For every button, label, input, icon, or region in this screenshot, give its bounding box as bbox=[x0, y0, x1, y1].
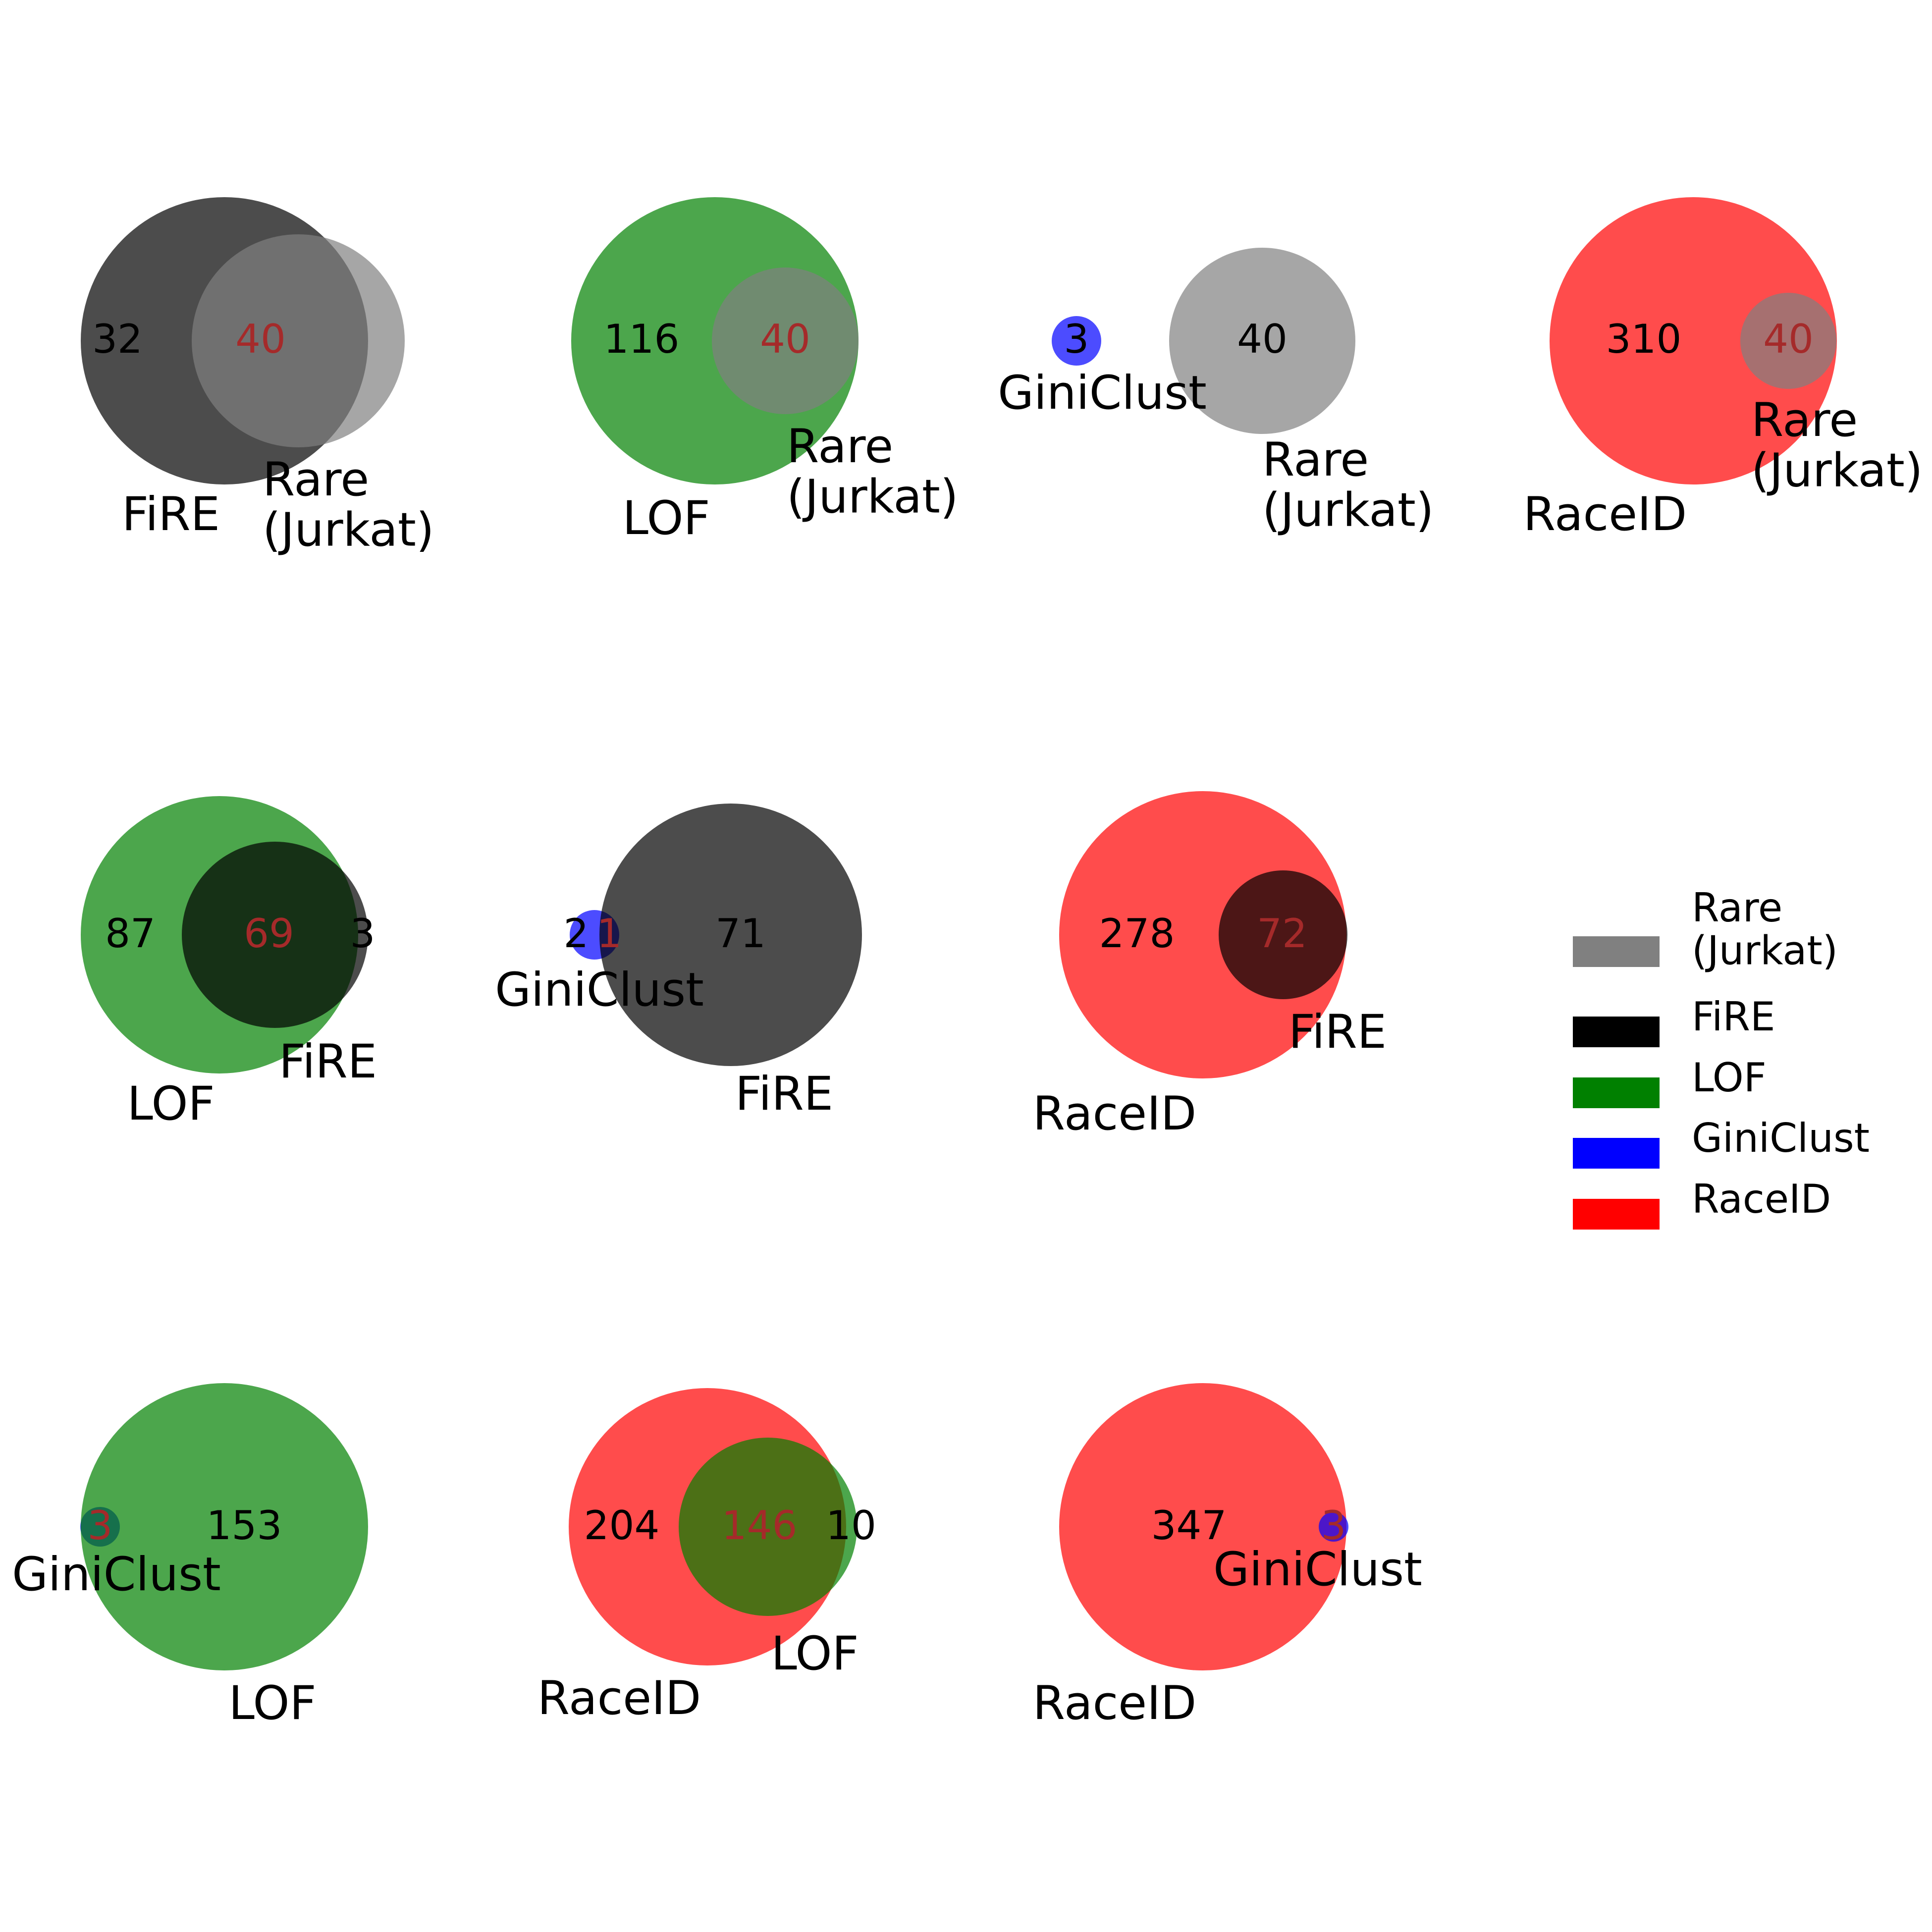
venn-raceid-vs-rare-only-a-count: 310 bbox=[1606, 316, 1682, 362]
venn-fire-vs-rare-label-a: FiRE bbox=[122, 487, 220, 541]
venn-raceid-vs-rare-label-b: Rare (Jurkat) bbox=[1751, 393, 1923, 498]
venn-giniclust-vs-rare-label-a: GiniClust bbox=[998, 366, 1207, 420]
venn-lof-vs-fire-label-b: FiRE bbox=[279, 1035, 377, 1089]
venn-lof-vs-rare-overlap-count: 40 bbox=[760, 316, 810, 362]
venn-lof-vs-fire-label-a: LOF bbox=[127, 1077, 215, 1131]
venn-giniclust-vs-fire-circle-b bbox=[599, 804, 862, 1066]
venn-raceid-vs-giniclust-label-a: RaceID bbox=[1033, 1676, 1196, 1730]
venn-giniclust-vs-fire-label-a: GiniClust bbox=[495, 963, 704, 1017]
venn-giniclust-vs-rare-only-a-count: 3 bbox=[1064, 316, 1089, 362]
legend-swatch-fire bbox=[1573, 1017, 1660, 1047]
venn-raceid-vs-giniclust-circle-b bbox=[1319, 1512, 1348, 1542]
venn-raceid-vs-giniclust-circle-a bbox=[1059, 1383, 1346, 1670]
venn-raceid-vs-lof-only-a-count: 204 bbox=[584, 1503, 660, 1549]
venn-raceid-vs-giniclust-overlap-count: 3 bbox=[1321, 1503, 1346, 1549]
venn-giniclust-vs-rare-label-b: Rare (Jurkat) bbox=[1262, 433, 1434, 537]
venn-giniclust-vs-rare-circle-a bbox=[1052, 316, 1101, 366]
venn-raceid-vs-fire-circle-a bbox=[1059, 791, 1346, 1078]
venn-lof-vs-fire-circle-b bbox=[182, 842, 368, 1028]
venn-raceid-vs-lof-circle-b bbox=[679, 1438, 857, 1616]
legend-swatch-giniclust bbox=[1573, 1138, 1660, 1169]
venn-giniclust-vs-fire-only-b-count: 71 bbox=[715, 911, 766, 957]
venn-raceid-vs-lof-overlap-count: 146 bbox=[722, 1503, 798, 1549]
venn-giniclust-vs-lof-label-b: LOF bbox=[228, 1676, 316, 1730]
venn-raceid-vs-lof-only-b-count: 10 bbox=[826, 1503, 876, 1549]
venn-giniclust-vs-lof-circle-b bbox=[81, 1383, 368, 1670]
venn-lof-vs-rare-circle-b bbox=[712, 268, 859, 414]
venn-raceid-vs-rare-label-a: RaceID bbox=[1523, 487, 1687, 541]
venn-lof-vs-rare-label-a: LOF bbox=[622, 491, 710, 545]
venn-fire-vs-rare-label-b: Rare (Jurkat) bbox=[263, 453, 434, 557]
venn-fire-vs-rare-circle-b bbox=[192, 234, 405, 447]
venn-lof-vs-fire-only-a-count: 87 bbox=[105, 911, 156, 957]
venn-giniclust-vs-rare-only-b-count: 40 bbox=[1237, 316, 1288, 362]
venn-raceid-vs-rare-circle-a bbox=[1550, 197, 1837, 484]
legend-label-lof: LOF bbox=[1692, 1055, 1767, 1101]
venn-giniclust-vs-lof-overlap-count: 3 bbox=[88, 1503, 113, 1549]
venn-raceid-vs-fire-label-b: FiRE bbox=[1288, 1005, 1387, 1059]
venn-fire-vs-rare-only-a-count: 32 bbox=[92, 316, 143, 362]
venn-raceid-vs-giniclust-label-b: GiniClust bbox=[1213, 1543, 1422, 1597]
venn-giniclust-vs-fire-overlap-count: 1 bbox=[597, 911, 622, 957]
venn-raceid-vs-rare-overlap-count: 40 bbox=[1763, 316, 1814, 362]
venn-raceid-vs-fire-circle-b bbox=[1219, 870, 1347, 999]
venn-giniclust-vs-lof-label-a: GiniClust bbox=[12, 1548, 221, 1602]
venn-giniclust-vs-fire-label-b: FiRE bbox=[735, 1067, 833, 1121]
venn-lof-vs-rare-only-a-count: 116 bbox=[604, 316, 680, 362]
venn-raceid-vs-fire-only-a-count: 278 bbox=[1099, 911, 1175, 957]
venn-lof-vs-rare-label-b: Rare (Jurkat) bbox=[787, 420, 959, 524]
legend-label-giniclust: GiniClust bbox=[1692, 1115, 1870, 1161]
venn-raceid-vs-lof-label-a: RaceID bbox=[537, 1671, 701, 1725]
legend-swatch-raceid bbox=[1573, 1199, 1660, 1230]
venn-giniclust-vs-lof-only-b-count: 153 bbox=[207, 1503, 282, 1549]
venn-lof-vs-fire-only-b-count: 3 bbox=[350, 911, 376, 957]
legend-label-raceid: RaceID bbox=[1692, 1176, 1831, 1222]
venn-lof-vs-fire-overlap-count: 69 bbox=[244, 911, 294, 957]
venn-giniclust-vs-rare-circle-b bbox=[1169, 248, 1355, 434]
venn-fire-vs-rare-overlap-count: 40 bbox=[235, 316, 286, 362]
venn-raceid-vs-rare-circle-b bbox=[1740, 293, 1836, 389]
venn-raceid-vs-giniclust-only-a-count: 347 bbox=[1151, 1503, 1227, 1549]
legend-swatch-rare-jurkat- bbox=[1573, 936, 1660, 967]
legend-swatch-lof bbox=[1573, 1077, 1660, 1108]
venn-giniclust-vs-fire-only-a-count: 2 bbox=[564, 911, 589, 957]
legend-label-fire: FiRE bbox=[1692, 994, 1775, 1040]
venn-raceid-vs-fire-label-a: RaceID bbox=[1033, 1087, 1196, 1141]
venn-raceid-vs-lof-label-b: LOF bbox=[771, 1627, 859, 1681]
venn-raceid-vs-fire-overlap-count: 72 bbox=[1257, 911, 1307, 957]
legend-label-rare-jurkat-: Rare (Jurkat) bbox=[1692, 885, 1838, 973]
